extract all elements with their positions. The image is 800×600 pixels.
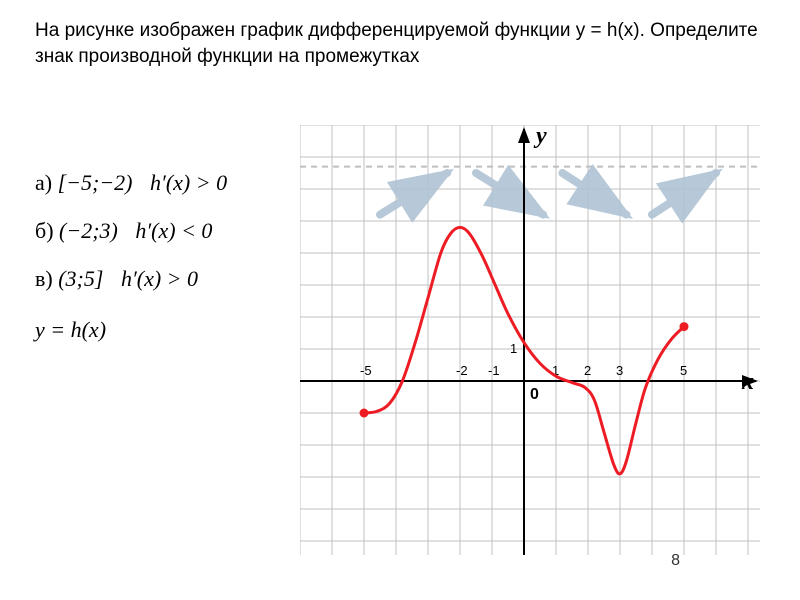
svg-text:1: 1 <box>510 341 517 356</box>
answer-c-label: в) <box>35 266 53 291</box>
page-number: 8 <box>671 552 680 570</box>
svg-text:3: 3 <box>616 363 623 378</box>
answers-block: а) [−5;−2) h′(x) > 0 б) (−2;3) h′(x) < 0… <box>35 148 227 343</box>
svg-text:2: 2 <box>584 363 591 378</box>
svg-text:-5: -5 <box>360 363 372 378</box>
svg-text:y: y <box>533 125 547 149</box>
answer-a-deriv: h′(x) > 0 <box>150 170 227 195</box>
answer-c: в) (3;5] h′(x) > 0 <box>35 266 227 292</box>
answer-b-label: б) <box>35 218 54 243</box>
answer-c-deriv: h′(x) > 0 <box>121 266 198 291</box>
svg-text:5: 5 <box>680 363 687 378</box>
answer-c-interval: (3;5] <box>58 266 103 291</box>
svg-text:0: 0 <box>530 386 539 403</box>
svg-text:-2: -2 <box>456 363 468 378</box>
answer-b-interval: (−2;3) <box>59 218 118 243</box>
answer-a-label: а) <box>35 170 52 195</box>
function-label: y = h(x) <box>35 317 227 343</box>
question-text: На рисунке изображен график дифференциру… <box>35 18 765 69</box>
svg-text:-1: -1 <box>488 363 500 378</box>
svg-text:x: x <box>741 369 754 395</box>
function-chart: yx0-5-2-112351 <box>300 125 760 555</box>
answer-b-deriv: h′(x) < 0 <box>135 218 212 243</box>
answer-a-interval: [−5;−2) <box>58 170 133 195</box>
answer-a: а) [−5;−2) h′(x) > 0 <box>35 170 227 196</box>
answer-b: б) (−2;3) h′(x) < 0 <box>35 218 227 244</box>
